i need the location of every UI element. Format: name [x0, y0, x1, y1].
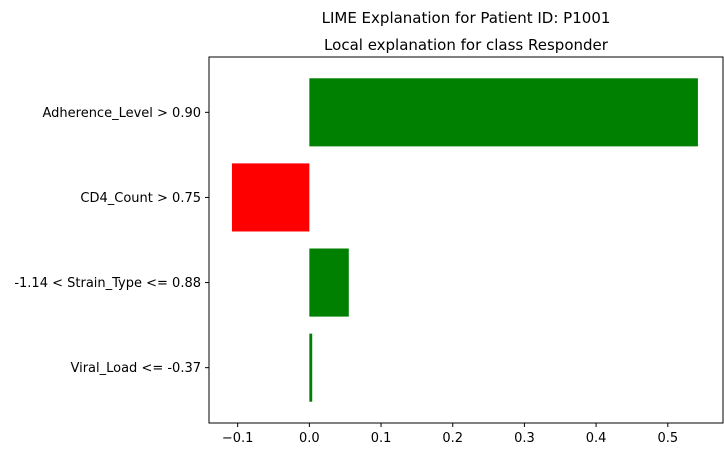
- x-tick-label-3: 0.2: [442, 431, 463, 446]
- plot-frame: [208, 56, 724, 424]
- bar-2: [309, 248, 349, 317]
- y-tick-label-1: CD4_Count > 0.75: [80, 191, 201, 206]
- bar-1: [231, 163, 310, 232]
- x-tick-label-6: 0.5: [657, 431, 678, 446]
- x-axis-ticks: −0.1 0.0 0.1 0.2 0.3 0.4 0.5: [222, 423, 678, 446]
- y-tick-label-3: Viral_Load <= -0.37: [70, 361, 201, 376]
- x-tick-label-2: 0.1: [371, 431, 392, 446]
- x-tick-label-5: 0.4: [586, 431, 607, 446]
- bar-0: [309, 78, 698, 147]
- chart-title: Local explanation for class Responder: [324, 36, 609, 54]
- x-tick-label-1: 0.0: [299, 431, 320, 446]
- bar-3: [309, 333, 313, 402]
- chart-suptitle: LIME Explanation for Patient ID: P1001: [322, 9, 611, 27]
- y-axis-ticks: Adherence_Level > 0.90 CD4_Count > 0.75 -1…: [14, 106, 209, 376]
- bars-layer: [231, 78, 698, 402]
- y-tick-label-2: -1.14 < Strain_Type <= 0.88: [14, 276, 201, 291]
- x-tick-label-4: 0.3: [514, 431, 535, 446]
- x-tick-label-0: −0.1: [222, 431, 254, 446]
- y-tick-label-0: Adherence_Level > 0.90: [42, 106, 201, 121]
